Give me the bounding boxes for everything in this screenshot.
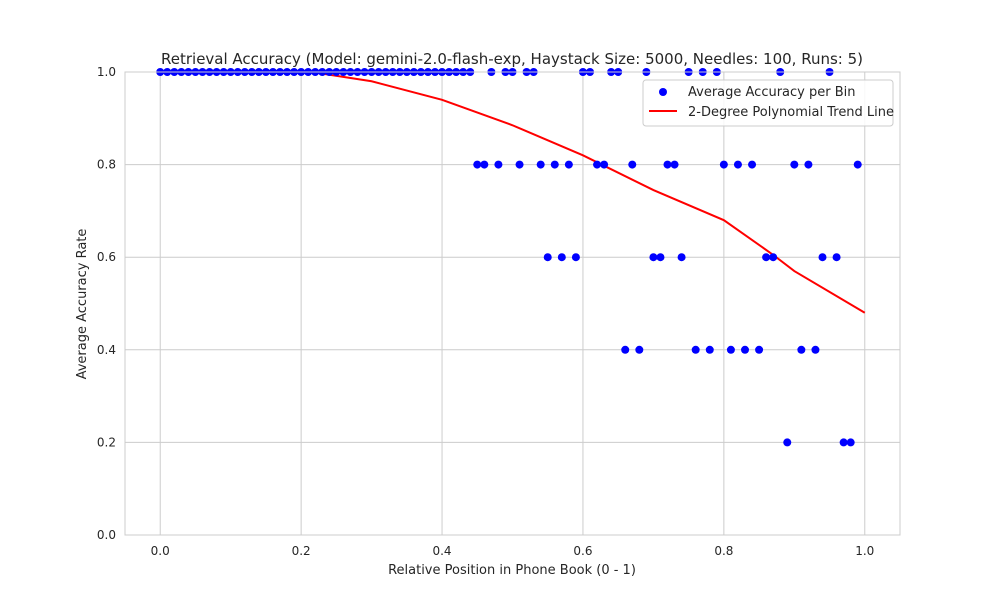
scatter-point	[762, 253, 771, 262]
scatter-point	[656, 253, 665, 262]
legend-scatter-marker	[659, 88, 667, 96]
legend-label-scatter: Average Accuracy per Bin	[688, 85, 856, 100]
scatter-point	[677, 253, 686, 262]
scatter-point	[480, 160, 489, 169]
plot-area	[125, 72, 900, 535]
scatter-point	[536, 160, 545, 169]
scatter-point	[621, 345, 630, 354]
y-tick-label: 0.0	[97, 528, 116, 542]
scatter-point	[853, 160, 862, 169]
x-tick-label: 0.0	[151, 544, 170, 558]
scatter-point	[755, 345, 764, 354]
scatter-point	[790, 160, 799, 169]
x-axis-label: Relative Position in Phone Book (0 - 1)	[388, 563, 636, 578]
scatter-point	[628, 160, 637, 169]
legend-label-trend: 2-Degree Polynomial Trend Line	[688, 105, 894, 120]
plot-frame	[124, 71, 901, 536]
y-tick-label: 1.0	[97, 65, 116, 79]
y-axis-label: Average Accuracy Rate	[75, 229, 90, 380]
scatter-point	[818, 253, 827, 262]
scatter-point	[832, 253, 841, 262]
y-tick-label: 0.4	[97, 343, 116, 357]
scatter-point	[726, 345, 735, 354]
x-tick-label: 1.0	[855, 544, 874, 558]
scatter-point	[846, 438, 855, 447]
scatter-point	[473, 160, 482, 169]
legend: Average Accuracy per Bin 2-Degree Polyno…	[642, 79, 894, 127]
y-tick-label: 0.8	[97, 158, 116, 172]
scatter-point	[543, 253, 552, 262]
scatter-point	[769, 253, 778, 262]
scatter-point	[733, 160, 742, 169]
scatter-point	[748, 160, 757, 169]
scatter-point	[797, 345, 806, 354]
x-tick-label: 0.6	[573, 544, 592, 558]
x-tick-labels: 0.0 0.2 0.4 0.6 0.8 1.0	[151, 544, 875, 558]
legend-box	[642, 79, 894, 127]
chart-title: Retrieval Accuracy (Model: gemini-2.0-fl…	[161, 50, 863, 68]
x-tick-label: 0.8	[714, 544, 733, 558]
scatter-point	[564, 160, 573, 169]
scatter-point	[494, 160, 503, 169]
scatter-point	[804, 160, 813, 169]
x-tick-label: 0.2	[292, 544, 311, 558]
y-tick-label: 0.6	[97, 250, 116, 264]
y-tick-labels: 0.0 0.2 0.4 0.6 0.8 1.0	[97, 65, 116, 542]
scatter-point	[550, 160, 559, 169]
scatter-point	[839, 438, 848, 447]
scatter-point	[811, 345, 820, 354]
scatter-point	[593, 160, 602, 169]
scatter-point	[515, 160, 524, 169]
scatter-point	[635, 345, 644, 354]
scatter-point	[600, 160, 609, 169]
scatter-point	[691, 345, 700, 354]
scatter-point	[741, 345, 749, 354]
y-tick-label: 0.2	[97, 435, 116, 449]
scatter-point	[571, 253, 580, 262]
scatter-point	[557, 253, 566, 262]
x-tick-label: 0.4	[432, 544, 451, 558]
scatter-point	[649, 253, 658, 262]
scatter-point	[670, 160, 679, 169]
scatter-point	[705, 345, 714, 354]
scatter-point	[719, 160, 728, 169]
scatter-point	[663, 160, 672, 169]
scatter-point	[783, 438, 792, 447]
